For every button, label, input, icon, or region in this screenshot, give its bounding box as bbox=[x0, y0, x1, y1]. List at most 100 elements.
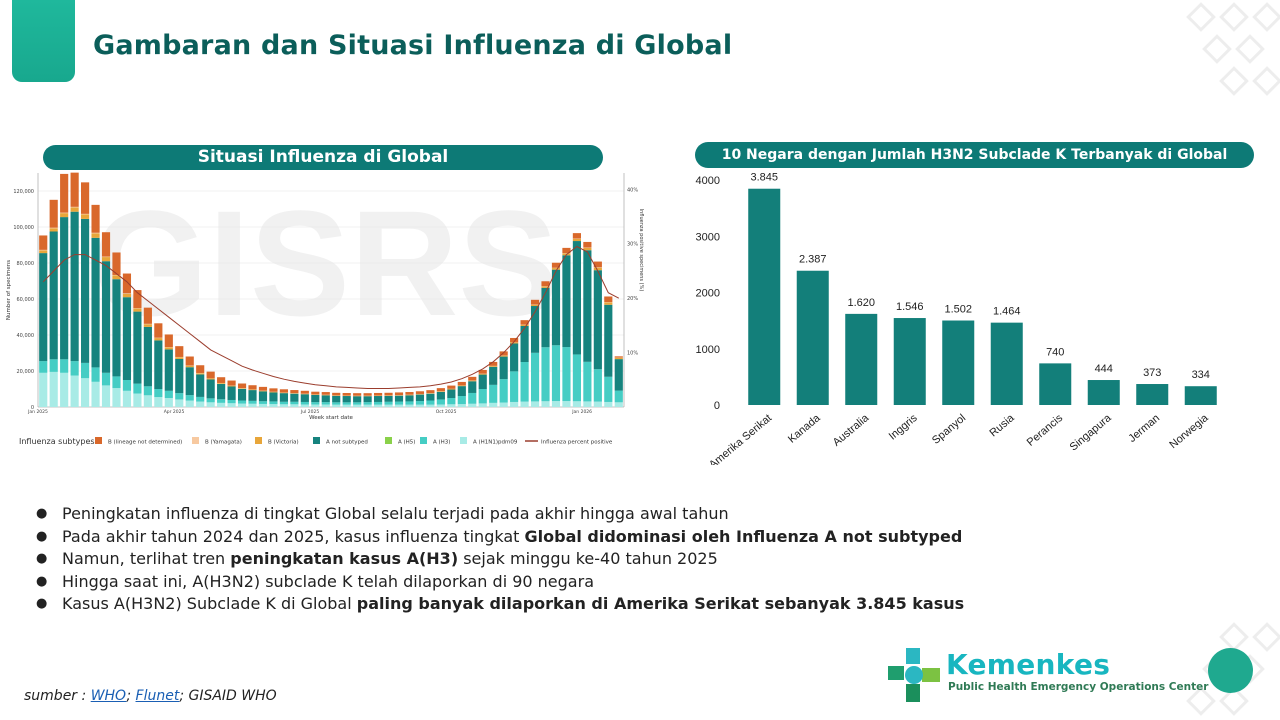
stacked-bar-segment bbox=[415, 404, 425, 407]
bar bbox=[893, 318, 926, 405]
stacked-bar-segment bbox=[91, 233, 100, 238]
stacked-bar-segment bbox=[133, 383, 142, 394]
stacked-bar-segment bbox=[520, 401, 529, 407]
stacked-bar-segment bbox=[39, 235, 48, 250]
stacked-bar-segment bbox=[342, 404, 351, 407]
stacked-bar-segment bbox=[91, 232, 100, 234]
stacked-bar-segment bbox=[70, 206, 79, 208]
stacked-bar-segment bbox=[81, 218, 90, 363]
stacked-bar-segment bbox=[39, 249, 48, 251]
stacked-bar-segment bbox=[164, 390, 173, 398]
stacked-bar-segment bbox=[300, 401, 309, 405]
stacked-bar-segment bbox=[551, 262, 561, 268]
stacked-bar-segment bbox=[332, 402, 341, 405]
stacked-bar-segment bbox=[279, 389, 288, 393]
legend-swatch bbox=[192, 437, 199, 444]
stacked-bar-segment bbox=[91, 204, 100, 233]
stacked-bar-segment bbox=[541, 401, 550, 407]
stacked-bar-segment bbox=[311, 394, 320, 403]
y2-tick-label: 10% bbox=[627, 351, 638, 357]
stacked-bar-segment bbox=[562, 347, 571, 402]
bar bbox=[845, 313, 878, 405]
stacked-bar-segment bbox=[206, 398, 215, 403]
stacked-bar-segment bbox=[290, 393, 299, 402]
stacked-bar-segment bbox=[60, 212, 69, 214]
stacked-bar-segment bbox=[572, 241, 581, 355]
stacked-bar-segment bbox=[49, 199, 58, 228]
stacked-bar-segment bbox=[489, 366, 498, 367]
stacked-bar-segment bbox=[175, 393, 184, 400]
stacked-bar-segment bbox=[447, 404, 456, 407]
stacked-bar-segment bbox=[290, 404, 299, 407]
stacked-bar-segment bbox=[185, 365, 194, 368]
stacked-bar-segment bbox=[530, 401, 540, 407]
bar-value-label: 1.502 bbox=[944, 304, 972, 316]
stacked-bar-segment bbox=[248, 390, 257, 401]
stacked-bar-segment bbox=[175, 357, 184, 359]
stacked-bar-segment bbox=[237, 388, 247, 401]
stacked-bar-segment bbox=[133, 393, 142, 407]
stacked-bar-segment bbox=[572, 354, 581, 402]
left-panel-title: Situasi Influenza di Global bbox=[43, 145, 603, 170]
stacked-bar-segment bbox=[468, 403, 477, 407]
stacked-bar-segment bbox=[604, 296, 613, 303]
y-tick-label: 60,000 bbox=[17, 297, 35, 303]
stacked-bar-segment bbox=[394, 395, 404, 402]
x-tick-label: Oct 2025 bbox=[436, 409, 457, 415]
stacked-bar-segment bbox=[91, 381, 100, 407]
stacked-bar-segment bbox=[468, 381, 477, 393]
stacked-bar-segment bbox=[206, 379, 215, 399]
stacked-bar-segment bbox=[133, 308, 142, 312]
stacked-bar-segment bbox=[101, 261, 111, 373]
who-link[interactable]: WHO bbox=[90, 688, 127, 704]
stacked-bar-segment bbox=[342, 402, 351, 405]
stacked-bar-segment bbox=[269, 401, 278, 405]
stacked-bar-segment bbox=[81, 213, 90, 215]
stacked-bar-segment bbox=[468, 376, 477, 381]
stacked-bar-segment bbox=[478, 373, 487, 375]
source-prefix: sumber : bbox=[24, 688, 91, 704]
stacked-bar-segment bbox=[154, 340, 163, 389]
stacked-bar-segment bbox=[49, 371, 58, 407]
legend-label: A not subtyped bbox=[326, 440, 368, 446]
stacked-bar-segment bbox=[394, 404, 404, 407]
category-label: Australia bbox=[831, 412, 872, 449]
stacked-bar-segment bbox=[384, 392, 393, 396]
stacked-bar-segment bbox=[217, 399, 226, 403]
stacked-bar-segment bbox=[39, 250, 48, 254]
stacked-bar-segment bbox=[342, 396, 351, 403]
stacked-bar-segment bbox=[457, 386, 466, 397]
legend-label: A (H3) bbox=[433, 440, 450, 446]
stacked-bar-segment bbox=[70, 361, 79, 376]
category-label: Spanyol bbox=[930, 412, 968, 447]
stacked-bar-segment bbox=[436, 404, 445, 407]
bar-value-label: 1.464 bbox=[993, 306, 1021, 318]
bullet-item: Peningkatan influenza di tingkat Global … bbox=[36, 503, 1136, 526]
legend-swatch bbox=[255, 437, 262, 444]
bullet-bold-text: Global didominasi oleh Influenza A not s… bbox=[524, 526, 963, 546]
bullet-text: Kasus A(H3N2) Subclade K di Global bbox=[62, 594, 357, 613]
stacked-bar-segment bbox=[530, 306, 540, 353]
bar-value-label: 740 bbox=[1046, 346, 1064, 358]
stacked-bar-segment bbox=[551, 268, 561, 270]
stacked-bar-segment bbox=[530, 299, 540, 305]
stacked-bar-segment bbox=[457, 385, 466, 387]
x-tick-label: Jan 2026 bbox=[571, 409, 592, 415]
stacked-bar-segment bbox=[604, 302, 613, 305]
stacked-bar-segment bbox=[614, 359, 623, 391]
stacked-bar-segment bbox=[154, 338, 163, 341]
bar bbox=[990, 322, 1023, 405]
bullet-bold-text: peningkatan kasus A(H3) bbox=[230, 549, 459, 568]
y-tick-label: 80,000 bbox=[17, 261, 35, 267]
legend-label: A (H1N1)pdm09 bbox=[473, 440, 518, 446]
flunet-link[interactable]: Flunet bbox=[135, 688, 180, 704]
stacked-bar-segment bbox=[499, 356, 508, 380]
stacked-bar-segment bbox=[258, 401, 268, 404]
stacked-bar-segment bbox=[70, 207, 79, 212]
stacked-bar-segment bbox=[405, 404, 414, 407]
stacked-bar-segment bbox=[206, 371, 215, 379]
stacked-bar-segment bbox=[572, 401, 581, 407]
legend-swatch bbox=[460, 437, 467, 444]
stacked-bar-segment bbox=[164, 334, 173, 348]
stacked-bar-segment bbox=[101, 232, 111, 257]
